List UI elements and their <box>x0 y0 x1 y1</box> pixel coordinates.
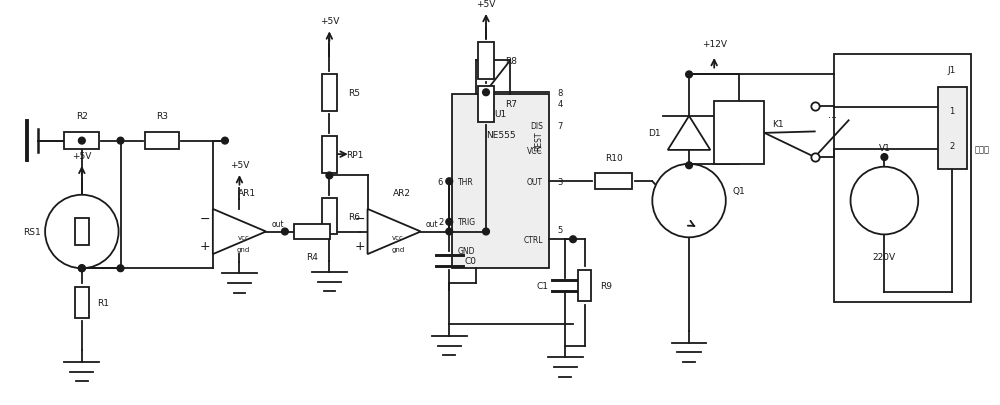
Circle shape <box>851 167 918 235</box>
Text: R3: R3 <box>156 112 168 121</box>
Text: 6: 6 <box>438 177 443 186</box>
Text: R5: R5 <box>349 89 361 98</box>
Text: AR2: AR2 <box>393 189 411 198</box>
Circle shape <box>446 219 453 226</box>
Circle shape <box>326 173 333 179</box>
Text: AR1: AR1 <box>238 189 256 198</box>
Circle shape <box>117 138 124 145</box>
Bar <box>714 102 764 165</box>
Bar <box>578 271 591 301</box>
Text: TRIG: TRIG <box>458 218 476 227</box>
Text: C1: C1 <box>536 281 548 290</box>
Circle shape <box>881 154 888 161</box>
Text: DIS: DIS <box>530 122 543 130</box>
Circle shape <box>570 236 576 243</box>
Text: K1: K1 <box>772 119 784 128</box>
Text: REST: REST <box>534 132 543 151</box>
Bar <box>322 136 337 173</box>
Text: D1: D1 <box>648 129 661 138</box>
Text: RP1: RP1 <box>346 150 363 159</box>
Bar <box>322 198 337 235</box>
Bar <box>452 95 549 269</box>
Circle shape <box>446 178 453 185</box>
Text: 8: 8 <box>558 89 563 98</box>
Text: THR: THR <box>458 177 474 186</box>
Polygon shape <box>668 117 710 151</box>
Polygon shape <box>213 209 266 254</box>
Text: −: − <box>200 212 210 225</box>
Text: 3: 3 <box>558 177 563 186</box>
Text: +: + <box>200 239 210 252</box>
Text: gnd: gnd <box>391 246 405 252</box>
Text: 除湿器: 除湿器 <box>974 145 989 154</box>
Text: 1: 1 <box>949 107 955 116</box>
Circle shape <box>222 138 228 145</box>
Bar <box>322 75 337 111</box>
Text: Q1: Q1 <box>733 187 746 196</box>
Bar <box>938 88 967 170</box>
Text: RS1: RS1 <box>23 228 40 237</box>
Bar <box>145 132 179 150</box>
Text: +: + <box>355 239 365 252</box>
Bar <box>478 43 494 79</box>
Text: +5V: +5V <box>72 151 92 160</box>
Text: NE555: NE555 <box>486 131 515 140</box>
Text: +5V: +5V <box>320 17 339 26</box>
Circle shape <box>45 195 119 269</box>
Circle shape <box>686 162 692 169</box>
Text: 220V: 220V <box>873 253 896 262</box>
Circle shape <box>446 228 453 235</box>
Text: R9: R9 <box>600 281 612 290</box>
Bar <box>64 132 99 150</box>
Text: vcc: vcc <box>237 235 249 241</box>
Text: 2: 2 <box>438 218 443 227</box>
Text: out: out <box>426 220 439 229</box>
Text: R2: R2 <box>76 112 88 121</box>
Text: CTRL: CTRL <box>524 235 543 244</box>
Circle shape <box>483 90 489 96</box>
Text: 5: 5 <box>558 226 563 234</box>
Bar <box>595 174 632 190</box>
Bar <box>834 54 971 303</box>
Circle shape <box>282 228 288 235</box>
Text: R1: R1 <box>97 298 109 307</box>
Text: 7: 7 <box>558 122 563 130</box>
Text: U1: U1 <box>494 110 507 119</box>
Text: R7: R7 <box>505 100 517 109</box>
Text: GND: GND <box>458 247 475 256</box>
Bar <box>478 86 494 123</box>
Text: −: − <box>355 212 365 225</box>
Circle shape <box>78 265 85 272</box>
Text: VCC: VCC <box>527 147 543 156</box>
Circle shape <box>78 265 85 272</box>
Text: 2: 2 <box>949 142 955 151</box>
Text: OUT: OUT <box>527 177 543 186</box>
Text: 4: 4 <box>558 100 563 109</box>
Bar <box>294 224 330 240</box>
Circle shape <box>483 228 489 235</box>
Text: J1: J1 <box>948 66 956 75</box>
Text: +12V: +12V <box>702 40 727 49</box>
Text: +5V: +5V <box>230 160 249 170</box>
Text: gnd: gnd <box>237 246 250 252</box>
Text: R10: R10 <box>605 153 623 162</box>
Text: ...: ... <box>828 109 837 119</box>
Bar <box>75 287 89 318</box>
Text: +5V: +5V <box>476 0 496 9</box>
Circle shape <box>78 138 85 145</box>
Circle shape <box>117 265 124 272</box>
Text: out: out <box>271 220 284 229</box>
Text: R6: R6 <box>349 212 361 221</box>
Text: R8: R8 <box>505 57 517 66</box>
Text: V1: V1 <box>878 143 890 153</box>
Text: R4: R4 <box>306 253 318 262</box>
Text: vcc: vcc <box>392 235 404 241</box>
Text: C0: C0 <box>465 256 477 265</box>
Bar <box>75 218 89 245</box>
Polygon shape <box>368 209 421 254</box>
Circle shape <box>652 164 726 238</box>
Circle shape <box>686 72 692 79</box>
